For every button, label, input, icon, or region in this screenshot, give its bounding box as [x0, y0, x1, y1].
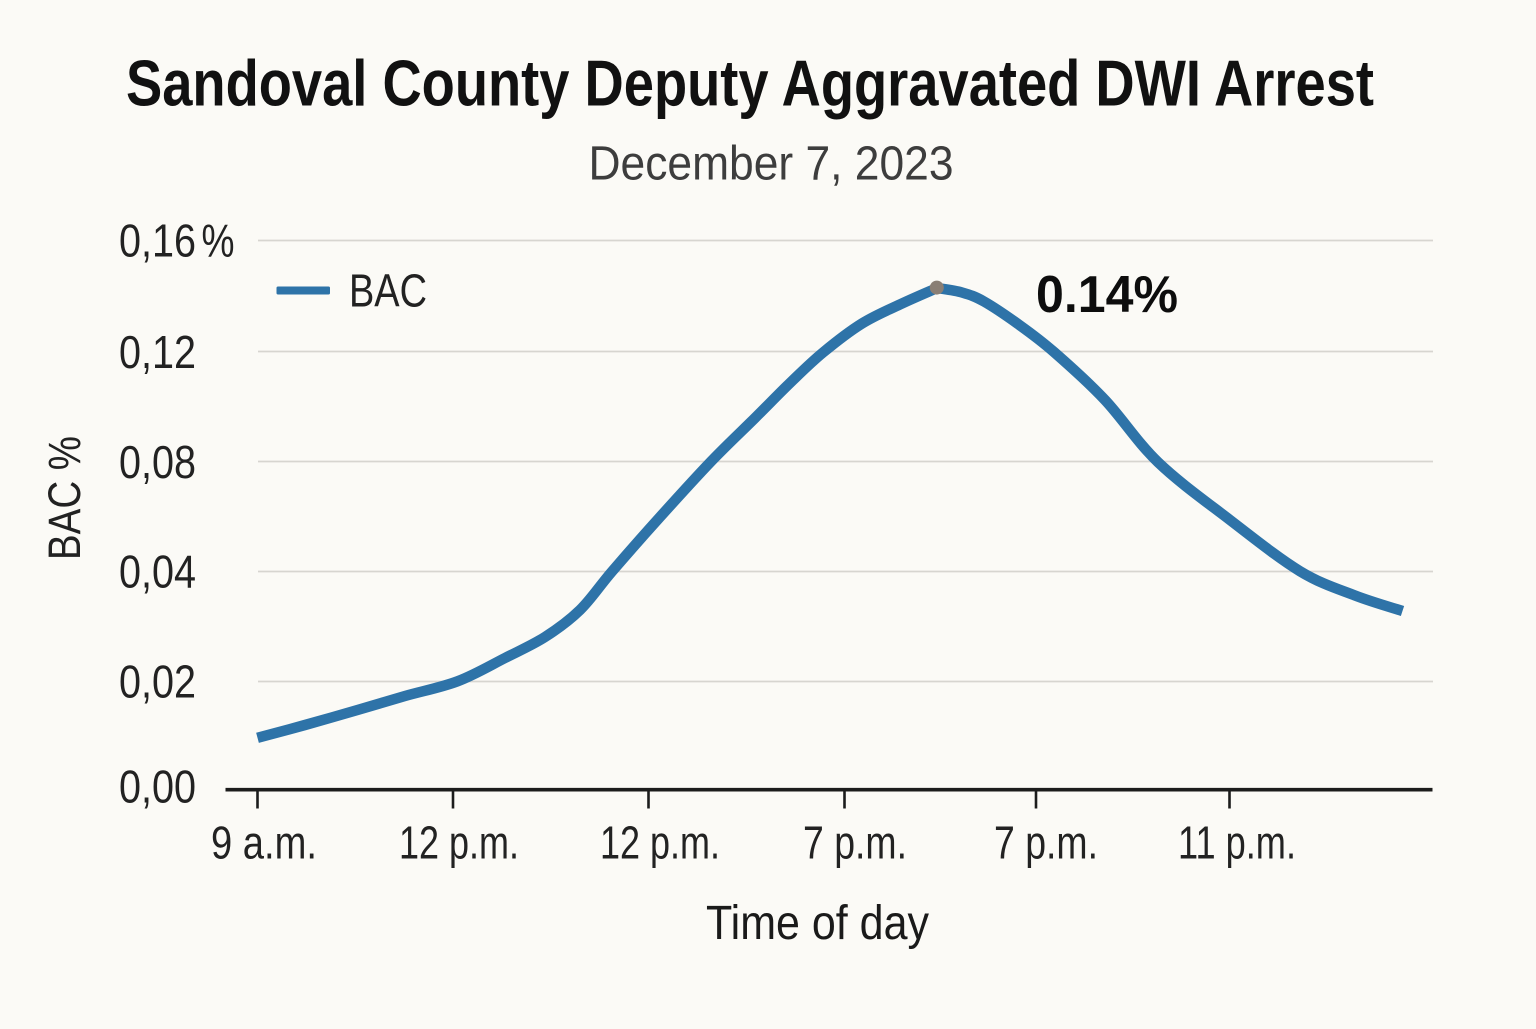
svg-text:7 p.m.: 7 p.m. — [994, 817, 1098, 869]
svg-text:9 a.m.: 9 a.m. — [211, 817, 317, 869]
svg-text:BAC %: BAC % — [39, 436, 90, 560]
svg-text:Time of day: Time of day — [706, 897, 929, 950]
svg-text:0,16: 0,16 — [119, 215, 196, 267]
svg-text:0,04: 0,04 — [119, 545, 196, 597]
svg-text:0,08: 0,08 — [119, 436, 196, 488]
svg-text:%: % — [202, 215, 235, 267]
svg-text:7 p.m.: 7 p.m. — [803, 817, 907, 869]
svg-text:12 p.m.: 12 p.m. — [600, 817, 720, 869]
svg-text:12 p.m.: 12 p.m. — [399, 817, 519, 869]
svg-text:0,12: 0,12 — [119, 326, 196, 378]
svg-text:December 7, 2023: December 7, 2023 — [589, 138, 954, 191]
svg-text:11 p.m.: 11 p.m. — [1178, 817, 1296, 869]
svg-text:0,02: 0,02 — [119, 655, 196, 707]
svg-text:BAC: BAC — [349, 265, 427, 317]
svg-text:0.14%: 0.14% — [1036, 266, 1178, 324]
svg-text:Sandoval County Deputy Aggrava: Sandoval County Deputy Aggravated DWI Ar… — [126, 47, 1374, 120]
svg-text:0,00: 0,00 — [119, 761, 196, 813]
